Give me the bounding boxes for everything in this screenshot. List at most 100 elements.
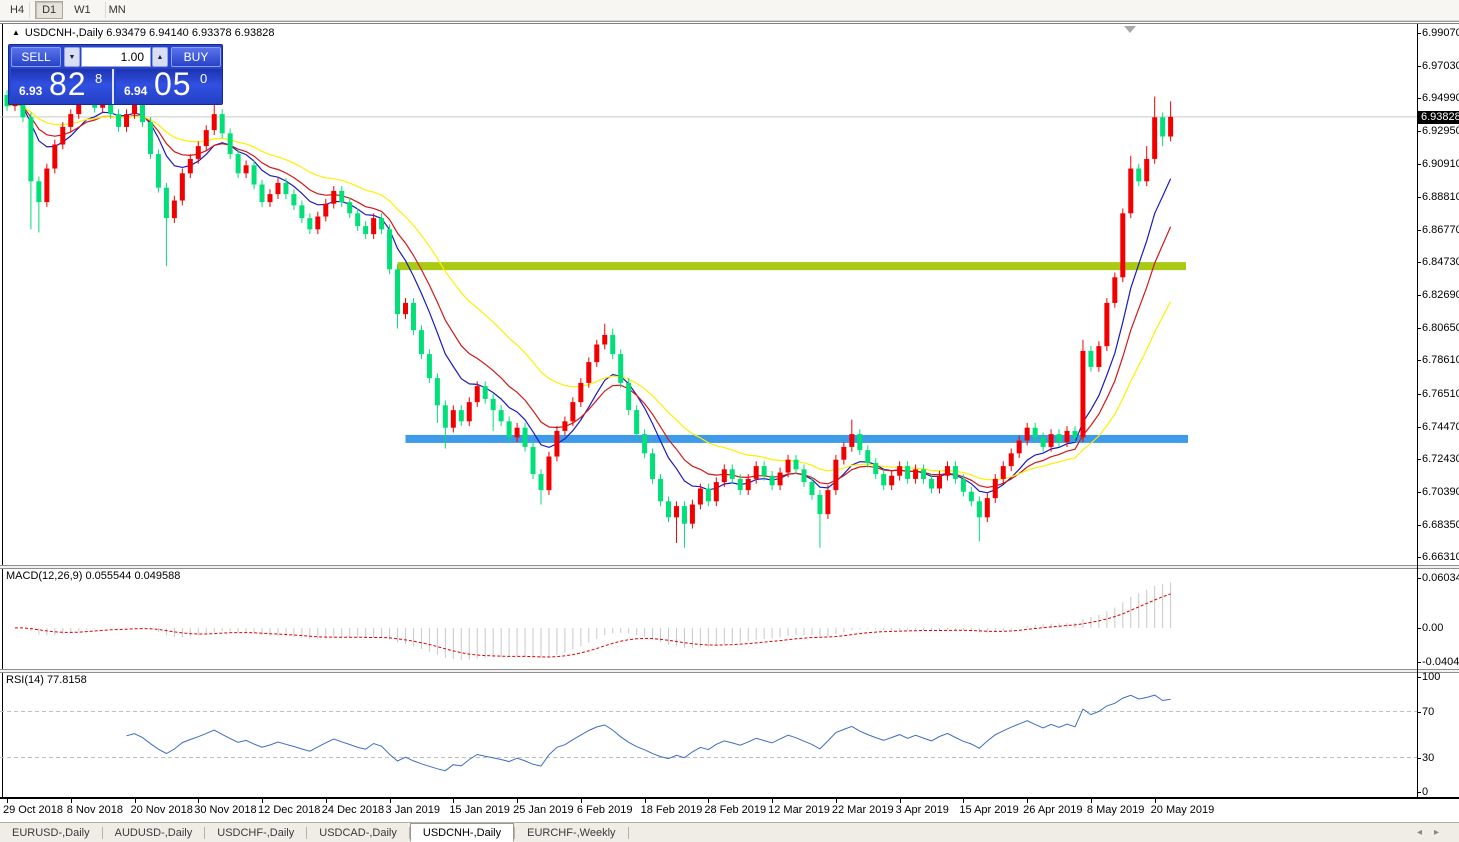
window-edge (0, 23, 1459, 24)
rsi-pane[interactable] (0, 673, 1417, 797)
chart-tab-eurusd-daily[interactable]: EURUSD-,Daily (12, 827, 90, 839)
candle-body (442, 405, 448, 428)
candle-body (530, 446, 536, 475)
price-axis-label: 6.97030 (1422, 59, 1459, 72)
main-chart-pane[interactable] (0, 24, 1417, 565)
candle-body (299, 205, 305, 219)
buy-price-display[interactable]: 6.94 05 0 (116, 66, 222, 104)
date-axis-label: 6 Feb 2019 (576, 804, 633, 816)
candle-body (905, 466, 911, 479)
timeframe-toolbar: H4 D1 W1 MN (0, 0, 1459, 21)
chart-tab-eurchf-weekly[interactable]: EURCHF-,Weekly (527, 827, 616, 839)
candle-body (450, 410, 456, 428)
candle-body (307, 218, 313, 230)
tab-scroll-arrows[interactable]: ◂▸ (1417, 827, 1451, 838)
candle-body (1160, 117, 1166, 137)
pane-splitter[interactable] (0, 566, 1459, 568)
tab-scroll-right-icon[interactable]: ▸ (1433, 827, 1451, 838)
candle-body (267, 194, 273, 203)
candle-body (578, 382, 584, 403)
candle-body (602, 334, 608, 345)
chart-tab-usdchf-daily[interactable]: USDCHF-,Daily (217, 827, 295, 839)
date-axis-tick (7, 799, 8, 803)
candle-body (203, 130, 209, 147)
candle-body (817, 494, 823, 515)
tab-separator (514, 827, 516, 840)
date-axis-tick (134, 799, 136, 803)
date-axis-label: 24 Dec 2018 (321, 804, 385, 816)
sell-price-small: 6.93 (19, 84, 43, 98)
price-axis-label: 6.90910 (1422, 157, 1459, 170)
candle-body (490, 398, 496, 411)
candle-body (195, 146, 201, 159)
axis-tick (1417, 229, 1421, 231)
price-axis-label: 6.80650 (1422, 321, 1459, 334)
timeframe-button-w1[interactable]: W1 (74, 4, 91, 16)
candle-body (984, 498, 990, 518)
candle-body (889, 475, 895, 486)
rsi-axis-label: 0 (1422, 786, 1429, 798)
candle-body (642, 434, 648, 454)
volume-decrease-button[interactable]: ▼ (64, 47, 80, 67)
chart-tab-audusd-daily[interactable]: AUDUSD-,Daily (114, 827, 193, 839)
candle-body (339, 190, 345, 203)
candle-body (403, 302, 408, 315)
support-line[interactable] (405, 434, 1189, 443)
pane-splitter[interactable] (0, 672, 1459, 673)
toolbar-separator (29, 2, 30, 18)
sell-button[interactable]: SELL (11, 47, 61, 67)
date-axis-tick (389, 799, 391, 803)
candle-body (713, 482, 719, 502)
date-axis-label: 3 Apr 2019 (895, 804, 949, 816)
price-axis-label: 6.84730 (1422, 256, 1459, 269)
volume-input[interactable] (81, 47, 151, 67)
candle-body (1024, 427, 1030, 441)
timeframe-button-mn[interactable]: MN (108, 4, 126, 16)
tab-scroll-left-icon[interactable]: ◂ (1416, 827, 1434, 838)
pane-splitter[interactable] (0, 670, 1459, 672)
candle-body (857, 434, 863, 451)
sell-price-display[interactable]: 6.93 82 8 (11, 66, 114, 104)
axis-tick (1417, 711, 1421, 713)
pane-splitter[interactable] (0, 568, 1459, 569)
chart-shift-marker-icon[interactable] (1124, 26, 1136, 33)
candle-body (379, 218, 385, 230)
candle-body (1080, 350, 1086, 438)
ma-line (6, 102, 1172, 494)
volume-increase-button[interactable]: ▲ (152, 47, 168, 67)
buy-price-small: 6.94 (124, 84, 148, 98)
chart-tab-usdcnh-daily[interactable]: USDCNH-,Daily (409, 823, 515, 842)
axis-tick (1417, 677, 1421, 678)
tab-separator (204, 827, 206, 840)
candle-body (634, 410, 640, 435)
buy-button[interactable]: BUY (171, 47, 221, 67)
timeframe-button-h4[interactable]: H4 (10, 4, 25, 16)
macd-pane[interactable] (0, 569, 1417, 669)
candle-body (944, 466, 950, 476)
collapse-panel-icon[interactable]: ▲ (12, 28, 20, 37)
chart-tab-usdcad-daily[interactable]: USDCAD-,Daily (319, 827, 397, 839)
candle-body (873, 462, 879, 475)
pane-splitter[interactable] (0, 565, 1459, 566)
date-axis-label: 18 Feb 2019 (640, 804, 703, 816)
rsi-line (126, 694, 1171, 772)
candle-body (187, 158, 193, 174)
axis-tick (1417, 98, 1421, 100)
axis-tick (1417, 426, 1421, 428)
resistance-line[interactable] (397, 262, 1186, 271)
candle-body (1128, 168, 1134, 214)
candle-body (522, 427, 528, 447)
moving-averages (6, 102, 1172, 494)
candle-body (921, 469, 927, 479)
pane-splitter[interactable] (0, 669, 1459, 670)
candle-body (610, 334, 616, 355)
candle-body (849, 434, 855, 447)
timeframe-button-d1[interactable]: D1 (35, 1, 64, 19)
candle-body (4, 94, 10, 107)
candle-body (785, 459, 791, 473)
axis-tick (1417, 65, 1421, 67)
candle-body (586, 362, 592, 383)
candle-body (155, 154, 161, 188)
candle-body (952, 466, 958, 479)
candle-body (275, 182, 281, 195)
